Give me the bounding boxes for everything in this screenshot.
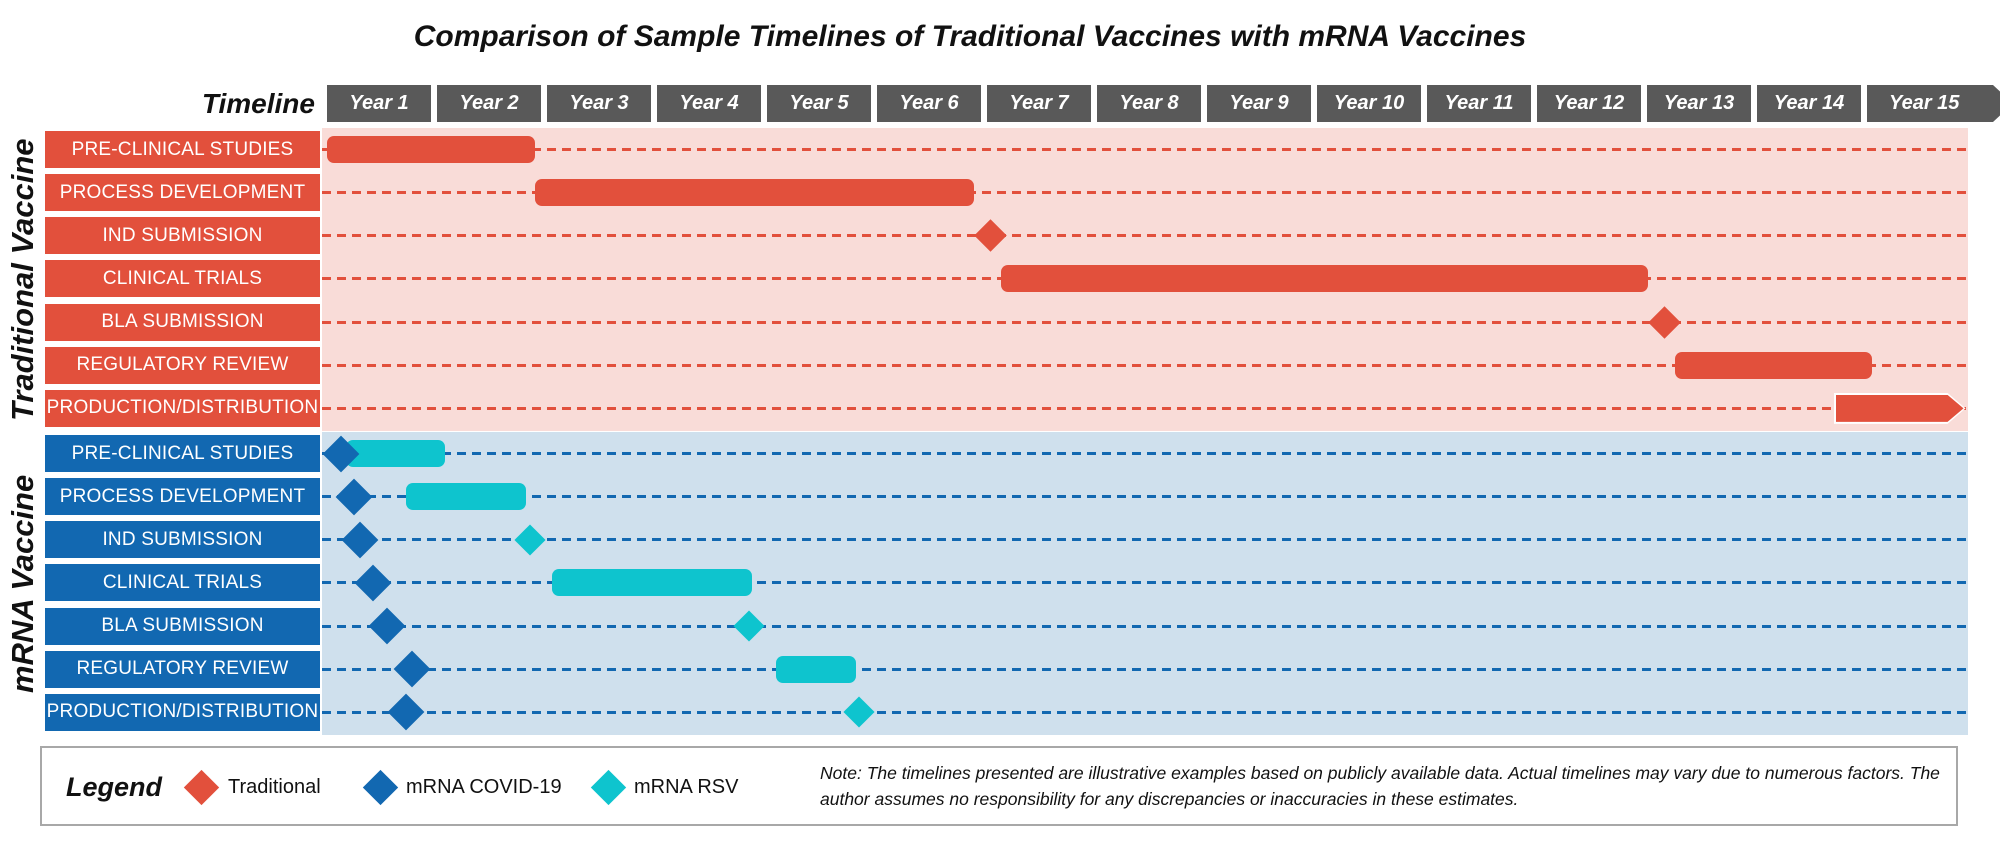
traditional-diamond-icon bbox=[183, 769, 220, 806]
timeline-axis-label: Timeline bbox=[201, 88, 315, 119]
gantt-bar bbox=[345, 440, 446, 468]
legend-box: Legend Traditional mRNA COVID-19 mRNA RS… bbox=[40, 746, 1958, 826]
legend-label-mrna-rsv: mRNA RSV bbox=[634, 776, 739, 798]
gantt-bar bbox=[776, 655, 857, 683]
year-header-cell: Year 8 bbox=[1097, 85, 1201, 122]
year-header-cell: Year 13 bbox=[1647, 85, 1751, 122]
mrna-section-label: mRNA Vaccine bbox=[5, 474, 40, 693]
row-guide-dashed-line bbox=[322, 234, 1968, 238]
gantt-arrow-bar-fill bbox=[1836, 395, 1964, 422]
legend-label-mrna-covid: mRNA COVID-19 bbox=[406, 776, 562, 798]
traditional-section-label: Traditional Vaccine bbox=[5, 138, 40, 421]
year-header-cell: Year 1 bbox=[327, 85, 431, 122]
legend-title: Legend bbox=[66, 772, 163, 802]
row-guide-dashed-line bbox=[322, 667, 1968, 671]
row-guide-dashed-line bbox=[322, 148, 1968, 152]
phase-label: BLA SUBMISSION bbox=[45, 607, 320, 645]
gantt-bar bbox=[405, 483, 527, 511]
year-header-cell: Year 9 bbox=[1207, 85, 1311, 122]
mrna-covid-diamond-icon bbox=[362, 769, 399, 806]
gantt-bar bbox=[1675, 351, 1873, 379]
phase-label: REGULATORY REVIEW bbox=[45, 650, 320, 688]
year-header-cell: Year 14 bbox=[1757, 85, 1861, 122]
year-header-cell: Year 4 bbox=[657, 85, 761, 122]
phase-label: PROCESS DEVELOPMENT bbox=[45, 174, 320, 212]
phase-label: IND SUBMISSION bbox=[45, 217, 320, 255]
row-guide-dashed-line bbox=[322, 452, 1968, 456]
year-header-cell: Year 5 bbox=[767, 85, 871, 122]
gantt-bar bbox=[327, 136, 536, 164]
phase-label: PRODUCTION/DISTRIBUTION bbox=[45, 389, 320, 427]
year-header-cell: Year 10 bbox=[1317, 85, 1421, 122]
row-guide-dashed-line bbox=[322, 406, 1968, 410]
phase-label: BLA SUBMISSION bbox=[45, 303, 320, 341]
gantt-bar bbox=[535, 179, 974, 207]
legend-label-traditional: Traditional bbox=[228, 776, 321, 798]
gantt-arrow-bar bbox=[1834, 393, 1966, 424]
year-header-cell: Year 12 bbox=[1537, 85, 1641, 122]
phase-label: CLINICAL TRIALS bbox=[45, 564, 320, 602]
phase-label: PRE-CLINICAL STUDIES bbox=[45, 131, 320, 169]
row-guide-dashed-line bbox=[322, 710, 1968, 714]
row-guide-dashed-line bbox=[322, 581, 1968, 585]
gantt-bar bbox=[1001, 265, 1648, 293]
gantt-bar bbox=[551, 569, 753, 597]
chart-title: Comparison of Sample Timelines of Tradit… bbox=[413, 20, 1527, 53]
phase-label: PROCESS DEVELOPMENT bbox=[45, 478, 320, 516]
year-header-cell: Year 15 bbox=[1867, 85, 2000, 122]
row-guide-dashed-line bbox=[322, 538, 1968, 542]
row-guide-dashed-line bbox=[322, 191, 1968, 195]
year-header-cell: Year 11 bbox=[1427, 85, 1531, 122]
year-header-cell: Year 7 bbox=[987, 85, 1091, 122]
year-header-cell: Year 2 bbox=[437, 85, 541, 122]
phase-label: PRODUCTION/DISTRIBUTION bbox=[45, 693, 320, 731]
row-guide-dashed-line bbox=[322, 624, 1968, 628]
row-guide-dashed-line bbox=[322, 363, 1968, 367]
phase-label: IND SUBMISSION bbox=[45, 521, 320, 559]
row-guide-dashed-line bbox=[322, 495, 1968, 499]
row-guide-dashed-line bbox=[322, 320, 1968, 324]
year-header-cell: Year 3 bbox=[547, 85, 651, 122]
year-header-cell: Year 6 bbox=[877, 85, 981, 122]
phase-label: CLINICAL TRIALS bbox=[45, 260, 320, 298]
mrna-rsv-diamond-icon bbox=[590, 769, 627, 806]
disclaimer-note: Note: The timelines presented are illust… bbox=[820, 763, 1940, 810]
phase-label: PRE-CLINICAL STUDIES bbox=[45, 435, 320, 473]
phase-label: REGULATORY REVIEW bbox=[45, 346, 320, 384]
